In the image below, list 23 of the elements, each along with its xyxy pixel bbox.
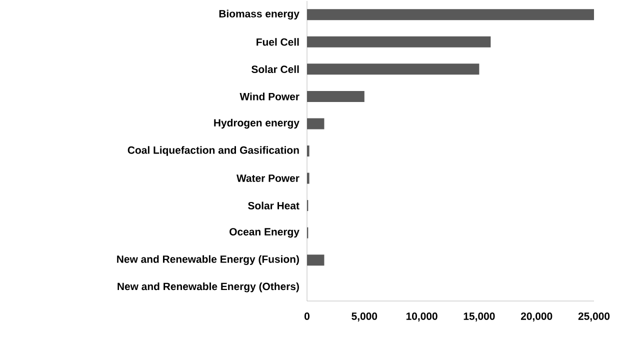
bar [307,254,324,266]
y-tick-label: Wind Power [240,92,300,100]
bar [307,118,324,130]
x-tick-label: 15,000 [464,312,495,322]
bar [307,36,491,48]
bar [307,9,594,20]
y-tick-label: Solar Cell [252,65,299,74]
x-tick-label: 20,000 [520,312,552,322]
y-tick-label: Coal Liquefaction and Gasification [128,146,299,156]
y-tick-label: Fuel Cell [256,38,299,46]
y-tick-label: Hydrogen energy [214,118,300,129]
y-tick-label: Water Power [236,174,300,182]
y-tick-label: Solar Heat [248,202,300,210]
y-tick-label: New and Renewable Energy (Fusion) [117,255,299,265]
x-tick-label: 10,000 [406,312,438,322]
y-tick-label: Biomass energy [219,10,300,20]
x-tick-label: 25,000 [578,312,610,322]
y-tick-label: Ocean Energy [230,228,300,238]
x-tick-label: 5,000 [352,312,378,322]
bar [307,64,480,75]
x-tick-label: 0 [304,312,310,320]
y-tick-label: New and Renewable Energy (Others) [118,282,299,292]
bar [307,90,364,102]
